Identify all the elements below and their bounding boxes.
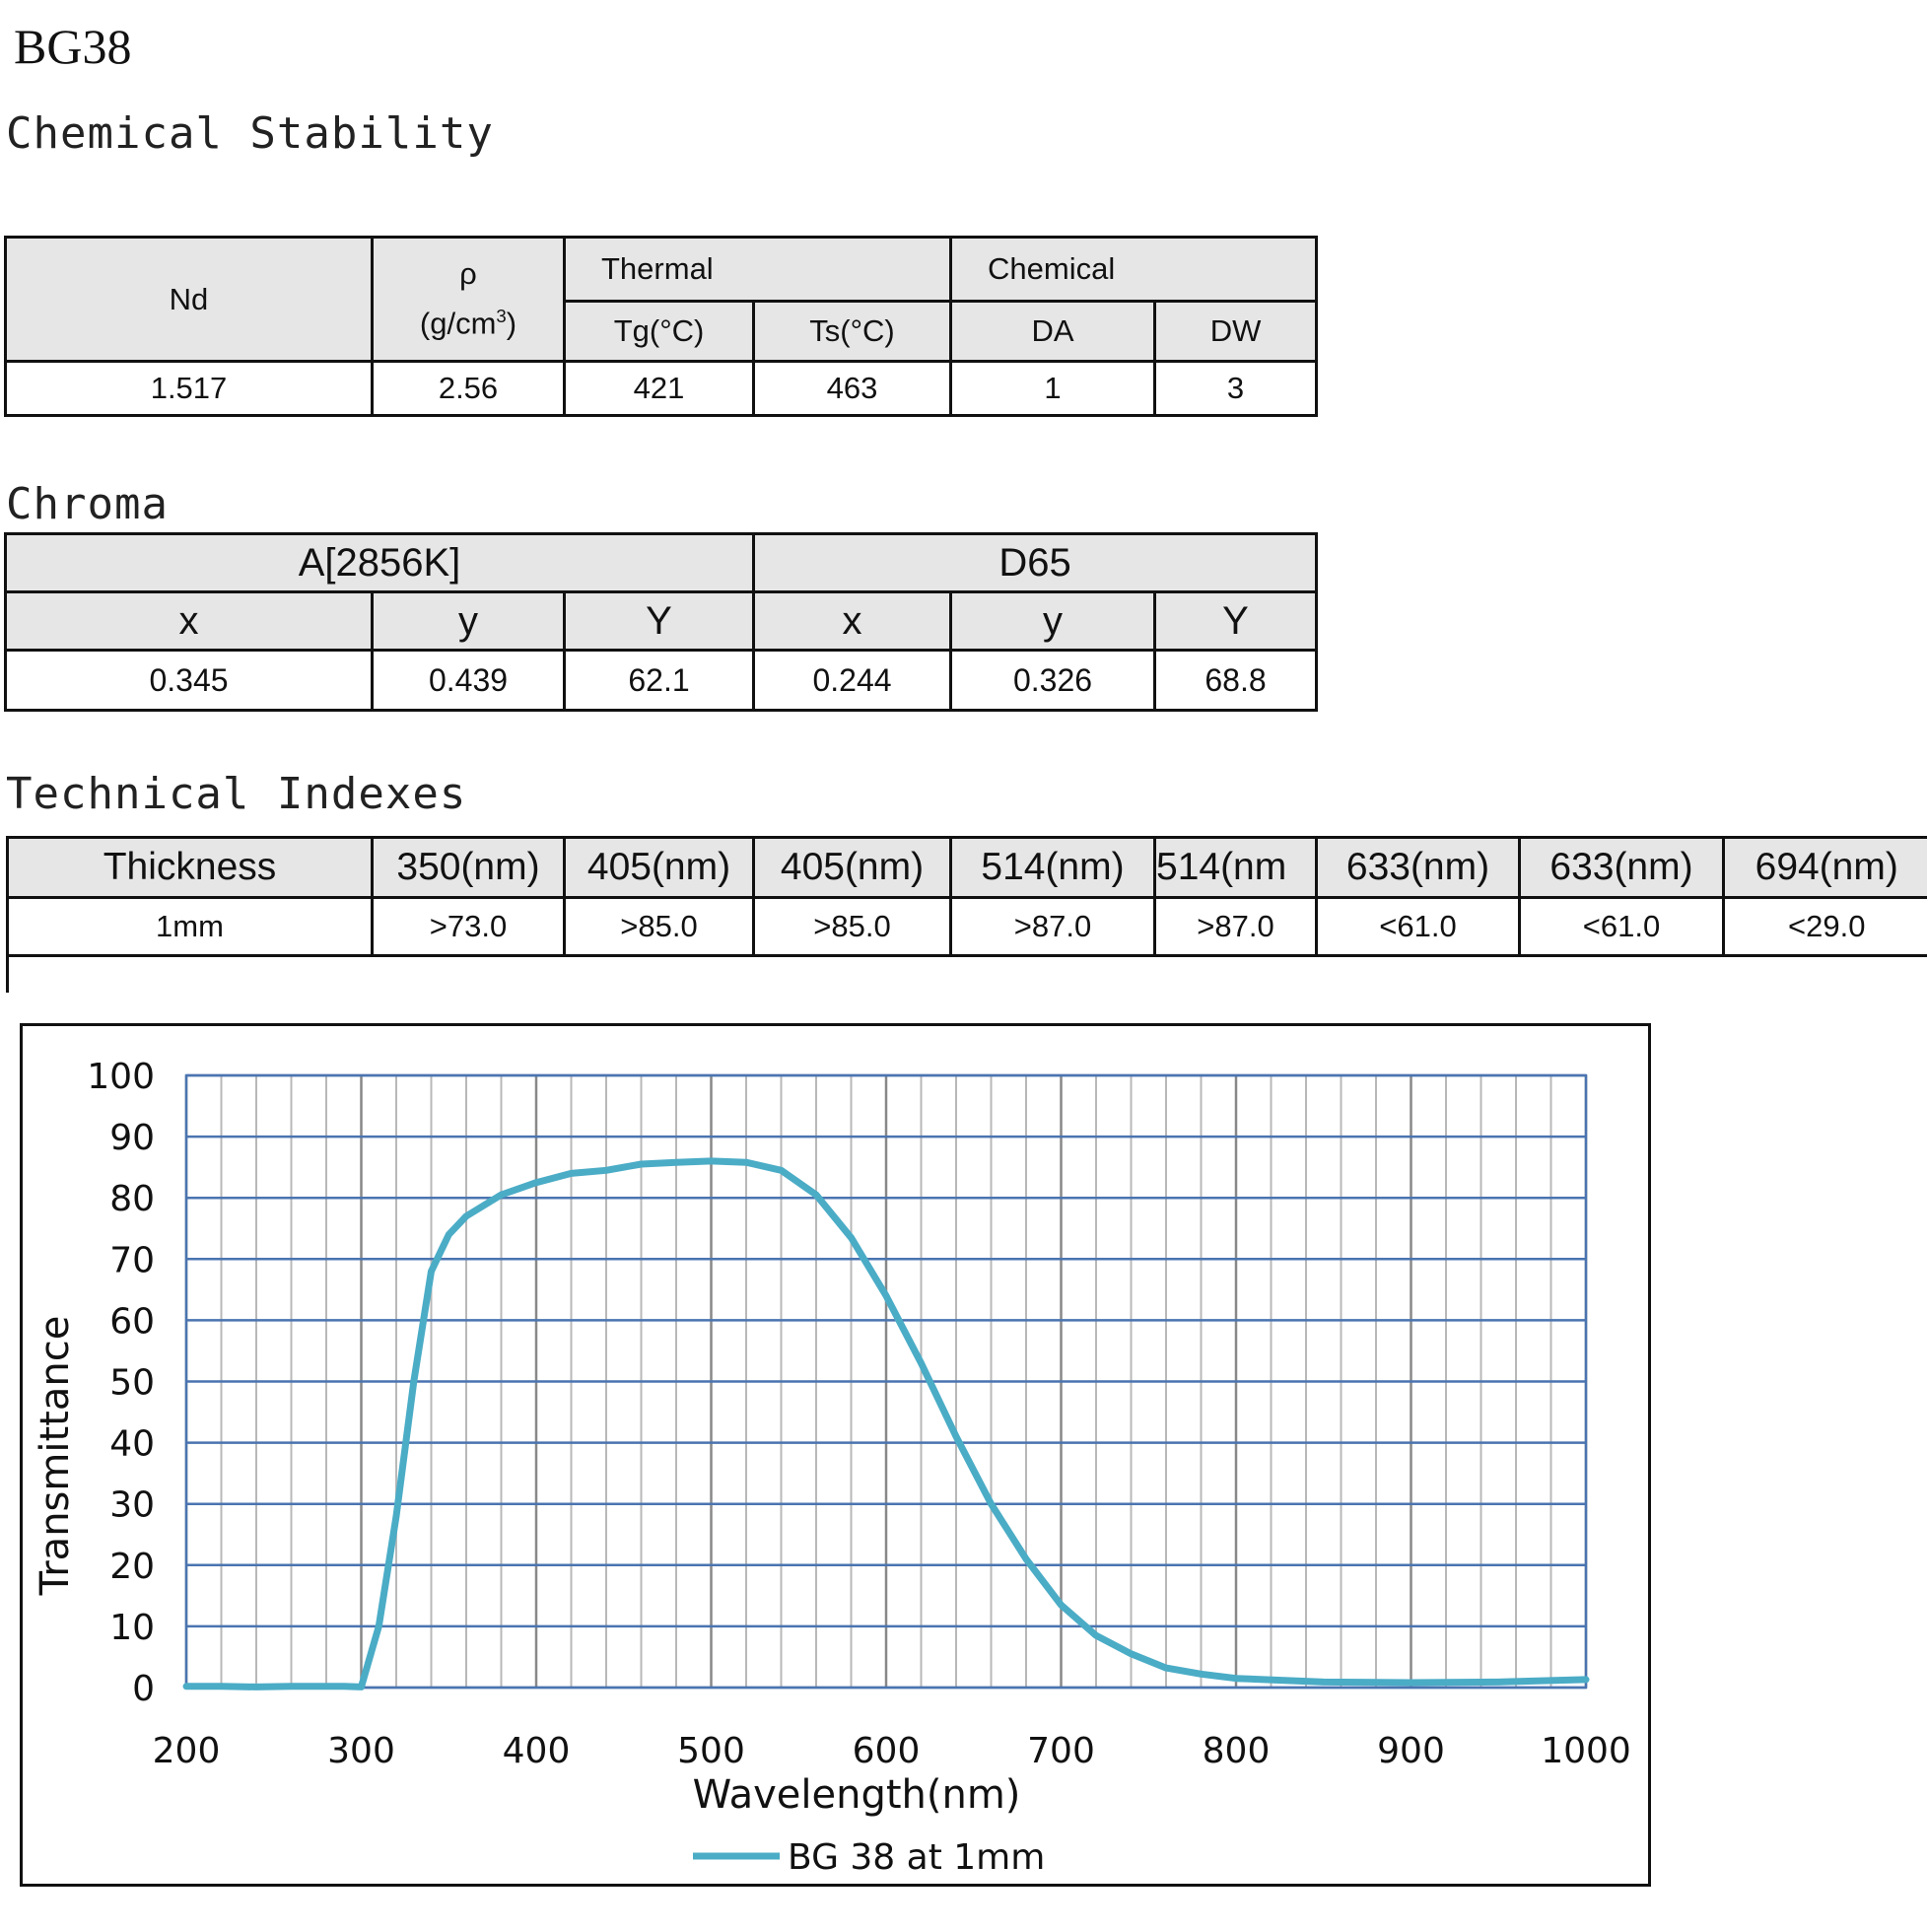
y-tick-label: 70: [109, 1240, 155, 1280]
transmittance-chart: 0 10 20 30 40 50 60 70 80 90 100 200 300 400 500 600 70…: [20, 1023, 1651, 1887]
y-tick-label: 40: [109, 1424, 155, 1465]
y-tick-label: 0: [132, 1669, 155, 1709]
density-symbol: ρ: [459, 256, 477, 292]
y-axis-label: Transmittance: [33, 1316, 78, 1597]
major-gridlines: [184, 1073, 1588, 1690]
wavelength-header: 350(nm): [371, 836, 566, 899]
thermal-header: Thermal: [562, 236, 953, 303]
density-header: ρ (g/cm3): [371, 236, 566, 363]
density-value: 2.56: [371, 360, 566, 417]
chroma-col-header: x: [752, 590, 952, 652]
transmittance-value: >87.0: [949, 896, 1156, 957]
technical-indexes-table: Thickness 350(nm) 405(nm) 405(nm) 514(nm…: [6, 836, 1927, 957]
section-heading-chemical-stability: Chemical Stability: [6, 108, 494, 159]
table-edge-fragment: [6, 953, 9, 993]
x-tick-label: 400: [503, 1731, 571, 1771]
x-tick-label: 800: [1203, 1731, 1271, 1771]
nd-value: 1.517: [4, 360, 374, 417]
section-heading-technical-indexes: Technical Indexes: [6, 769, 467, 819]
y-tick-label: 80: [109, 1179, 155, 1219]
series-layer: [182, 1157, 1590, 1690]
page-title: BG38: [14, 19, 132, 74]
density-unit-exponent: 3: [496, 306, 507, 327]
wavelength-header: 633(nm): [1315, 836, 1521, 899]
wavelength-header: 514(nm: [1153, 836, 1318, 899]
wavelength-header: 633(nm): [1518, 836, 1725, 899]
y-tick-label: 90: [109, 1118, 155, 1158]
chroma-value: 62.1: [563, 649, 755, 712]
chroma-value: 68.8: [1152, 649, 1319, 712]
chroma-value: 0.244: [752, 649, 952, 712]
chroma-col-header: Y: [563, 590, 755, 652]
wavelength-header: 694(nm): [1722, 836, 1927, 899]
chroma-col-header: y: [371, 590, 566, 652]
illuminant-d65-header: D65: [751, 532, 1319, 593]
y-tick-label: 10: [109, 1608, 155, 1648]
legend-label: BG 38 at 1mm: [788, 1837, 1045, 1878]
chroma-value: 0.345: [4, 649, 374, 712]
chemical-header: Chemical: [949, 236, 1319, 303]
chroma-col-header: x: [4, 590, 374, 652]
y-axis-ticks: 0 10 20 30 40 50 60 70 80 90 100: [87, 1057, 155, 1709]
x-tick-label: 300: [327, 1731, 395, 1771]
wavelength-header: 405(nm): [563, 836, 755, 899]
transmittance-value: >87.0: [1153, 896, 1318, 957]
y-tick-label: 60: [109, 1301, 155, 1342]
chroma-value: 0.326: [949, 649, 1156, 712]
wavelength-header: 405(nm): [752, 836, 952, 899]
ts-header: Ts(°C): [751, 300, 953, 363]
transmittance-value: <29.0: [1722, 896, 1927, 957]
wavelength-header: 514(nm): [949, 836, 1156, 899]
transmittance-value: >85.0: [752, 896, 952, 957]
transmittance-value: <61.0: [1315, 896, 1521, 957]
y-tick-label: 50: [109, 1363, 155, 1404]
chroma-table: A[2856K] D65 x y Y x y Y 0.345 0.439 62.…: [4, 532, 1319, 712]
chroma-value: 0.439: [371, 649, 566, 712]
y-tick-label: 20: [109, 1547, 155, 1587]
transmittance-value: >73.0: [371, 896, 566, 957]
y-tick-label: 30: [109, 1485, 155, 1526]
x-tick-label: 200: [153, 1731, 221, 1771]
da-header: DA: [949, 300, 1157, 363]
y-tick-label: 100: [87, 1057, 155, 1097]
nd-header: Nd: [4, 236, 374, 363]
section-heading-chroma: Chroma: [6, 479, 169, 529]
chroma-col-header: Y: [1152, 590, 1319, 652]
x-tick-label: 700: [1027, 1731, 1095, 1771]
density-unit-close: ): [506, 306, 517, 341]
transmittance-value: >85.0: [563, 896, 755, 957]
density-unit: (g/cm3): [376, 306, 562, 341]
thickness-value: 1mm: [6, 896, 374, 957]
illuminant-a-header: A[2856K]: [4, 532, 755, 593]
x-axis-label: Wavelength(nm): [693, 1772, 1021, 1818]
x-tick-label: 600: [853, 1731, 921, 1771]
x-tick-label: 900: [1377, 1731, 1445, 1771]
series-line: [182, 1157, 1590, 1690]
tg-value: 421: [563, 360, 755, 417]
plot-area-border: [184, 1073, 1588, 1690]
chemical-stability-table: Nd ρ (g/cm3) Thermal Chemical Tg(°C) Ts(…: [4, 236, 1319, 417]
thickness-header: Thickness: [6, 836, 374, 899]
dw-header: DW: [1153, 300, 1319, 363]
density-unit-base: (g/cm: [419, 306, 497, 341]
chroma-col-header: y: [949, 590, 1156, 652]
transmittance-value: <61.0: [1518, 896, 1725, 957]
ts-value: 463: [751, 360, 953, 417]
chart-canvas: 0 10 20 30 40 50 60 70 80 90 100 200 300 400 500 600 70…: [33, 1057, 1631, 1878]
tg-header: Tg(°C): [563, 300, 755, 363]
x-axis-ticks: 200 300 400 500 600 700 800 900 1000: [153, 1731, 1631, 1771]
x-tick-label: 500: [677, 1731, 745, 1771]
dw-value: 3: [1153, 360, 1319, 417]
da-value: 1: [949, 360, 1157, 417]
x-tick-label: 1000: [1541, 1731, 1631, 1771]
